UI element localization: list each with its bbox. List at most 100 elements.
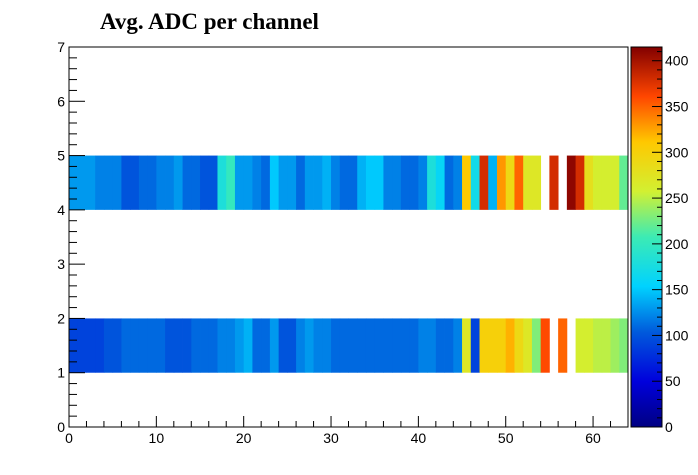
x-tick-label-10: 10 (149, 430, 165, 446)
heatmap-cell-row1-ch32 (348, 318, 358, 373)
heatmap-cell-row1-ch8 (138, 318, 149, 373)
heatmap-cell-row1-ch48 (488, 318, 498, 373)
heatmap-cell-row0-ch33 (357, 155, 367, 210)
heatmap-cell-row0-ch51 (514, 155, 524, 210)
heatmap-cell-row1-ch35 (374, 318, 384, 373)
heatmap-cell-row1-ch62 (610, 318, 620, 373)
heatmap-cell-row0-ch34 (365, 155, 376, 210)
heatmap-cell-row0-ch29 (322, 155, 332, 210)
heatmap-cell-row1-ch61 (601, 318, 611, 373)
x-tick-label-30: 30 (323, 430, 339, 446)
heatmap-cell-row1-ch18 (226, 318, 236, 373)
colorbar-label-150: 150 (665, 282, 689, 298)
heatmap-cell-row1-ch46 (470, 318, 480, 373)
heatmap-cell-row1-ch54 (540, 318, 550, 373)
heatmap-cell-row0-ch20 (243, 155, 253, 210)
heatmap-cell-row1-ch30 (331, 318, 341, 373)
heatmap-cell-row1-ch19 (234, 318, 245, 373)
heatmap-cell-row0-ch60 (593, 155, 603, 210)
x-tick-label-60: 60 (585, 430, 601, 446)
heatmap-cell-row0-ch32 (348, 155, 358, 210)
heatmap-cell-row0-ch10 (156, 155, 166, 210)
y-tick-label-6: 6 (57, 93, 65, 109)
heatmap-cell-row0-ch62 (610, 155, 620, 210)
heatmap-cell-row1-ch6 (121, 318, 131, 373)
heatmap-cell-row0-ch0 (69, 155, 79, 210)
heatmap-cell-row1-ch0 (69, 318, 79, 373)
y-tick-label-2: 2 (57, 310, 65, 326)
heatmap-cells (69, 155, 629, 373)
heatmap-cell-row0-ch9 (147, 155, 157, 210)
heatmap-cell-row0-ch49 (496, 155, 507, 210)
heatmap-cell-row1-ch21 (252, 318, 262, 373)
heatmap-cell-row1-ch56 (558, 318, 568, 373)
heatmap-cell-row1-ch26 (296, 318, 306, 373)
heatmap-cell-row0-ch16 (208, 155, 218, 210)
heatmap-cell-row0-ch30 (331, 155, 341, 210)
heatmap-cell-row0-ch55 (549, 155, 559, 210)
heatmap-cell-row1-ch50 (505, 318, 515, 373)
colorbar-gradient (630, 46, 663, 428)
y-tick-label-0: 0 (57, 419, 65, 435)
heatmap-cell-row1-ch52 (523, 318, 533, 373)
heatmap-cell-row1-ch12 (173, 318, 183, 373)
heatmap-cell-row0-ch2 (86, 155, 96, 210)
y-tick-label-7: 7 (57, 39, 65, 55)
heatmap-cell-row0-ch53 (531, 155, 542, 210)
heatmap-cell-row0-ch61 (601, 155, 611, 210)
heatmap-cell-row0-ch23 (269, 155, 280, 210)
heatmap-cell-row1-ch11 (165, 318, 175, 373)
heatmap-cell-row0-ch47 (479, 155, 489, 210)
heatmap-cell-row1-ch43 (444, 318, 454, 373)
heatmap-cell-row0-ch31 (339, 155, 349, 210)
heatmap-cell-row0-ch5 (112, 155, 122, 210)
heatmap-cell-row1-ch58 (575, 318, 585, 373)
colorbar-label-250: 250 (665, 190, 689, 206)
heatmap-cell-row1-ch2 (86, 318, 96, 373)
heatmap-cell-row0-ch59 (584, 155, 594, 210)
colorbar-label-100: 100 (665, 327, 689, 343)
heatmap-cell-row0-ch44 (453, 155, 463, 210)
heatmap-cell-row0-ch57 (566, 155, 576, 210)
x-tick-label-40: 40 (411, 430, 427, 446)
chart-title: Avg. ADC per channel (100, 9, 319, 34)
y-tick-label-1: 1 (57, 365, 65, 381)
heatmap-cell-row0-ch26 (296, 155, 306, 210)
heatmap-cell-row0-ch35 (374, 155, 384, 210)
heatmap-cell-row0-ch8 (138, 155, 149, 210)
heatmap-cell-row0-ch12 (173, 155, 183, 210)
heatmap-cell-row0-ch50 (505, 155, 515, 210)
heatmap-cell-row1-ch33 (357, 318, 367, 373)
heatmap-cell-row1-ch3 (95, 318, 105, 373)
colorbar: 0 50 100 150 200 250 300 350 400 (630, 46, 689, 435)
heatmap-cell-row1-ch39 (409, 318, 419, 373)
heatmap-cell-row1-ch5 (112, 318, 122, 373)
colorbar-label-50: 50 (665, 373, 681, 389)
heatmap-cell-row1-ch51 (514, 318, 524, 373)
heatmap-cell-row1-ch36 (383, 318, 393, 373)
heatmap-cell-row1-ch7 (130, 318, 140, 373)
x-tick-label-0: 0 (65, 430, 73, 446)
colorbar-label-0: 0 (665, 419, 673, 435)
heatmap-cell-row1-ch23 (269, 318, 280, 373)
axes: 0 10 20 30 40 50 60 0 1 2 3 4 5 6 7 (57, 39, 629, 446)
heatmap-cell-row1-ch63 (619, 318, 629, 373)
heatmap-cell-row1-ch1 (77, 318, 87, 373)
heatmap-cell-row0-ch22 (261, 155, 271, 210)
heatmap-cell-row1-ch22 (261, 318, 271, 373)
heatmap-cell-row0-ch42 (435, 155, 445, 210)
heatmap-cell-row1-ch47 (479, 318, 489, 373)
heatmap-cell-row0-ch40 (418, 155, 428, 210)
heatmap-cell-row0-ch18 (226, 155, 236, 210)
heatmap-cell-row1-ch20 (243, 318, 253, 373)
y-tick-label-4: 4 (57, 202, 65, 218)
heatmap-cell-row1-ch4 (103, 318, 114, 373)
heatmap-cell-row0-ch24 (278, 155, 288, 210)
heatmap-cell-row0-ch17 (217, 155, 227, 210)
heatmap-cell-row1-ch13 (182, 318, 192, 373)
heatmap-cell-row0-ch43 (444, 155, 454, 210)
heatmap-cell-row1-ch25 (287, 318, 297, 373)
y-tick-label-3: 3 (57, 256, 65, 272)
heatmap-cell-row1-ch34 (365, 318, 376, 373)
heatmap-cell-row0-ch41 (427, 155, 437, 210)
